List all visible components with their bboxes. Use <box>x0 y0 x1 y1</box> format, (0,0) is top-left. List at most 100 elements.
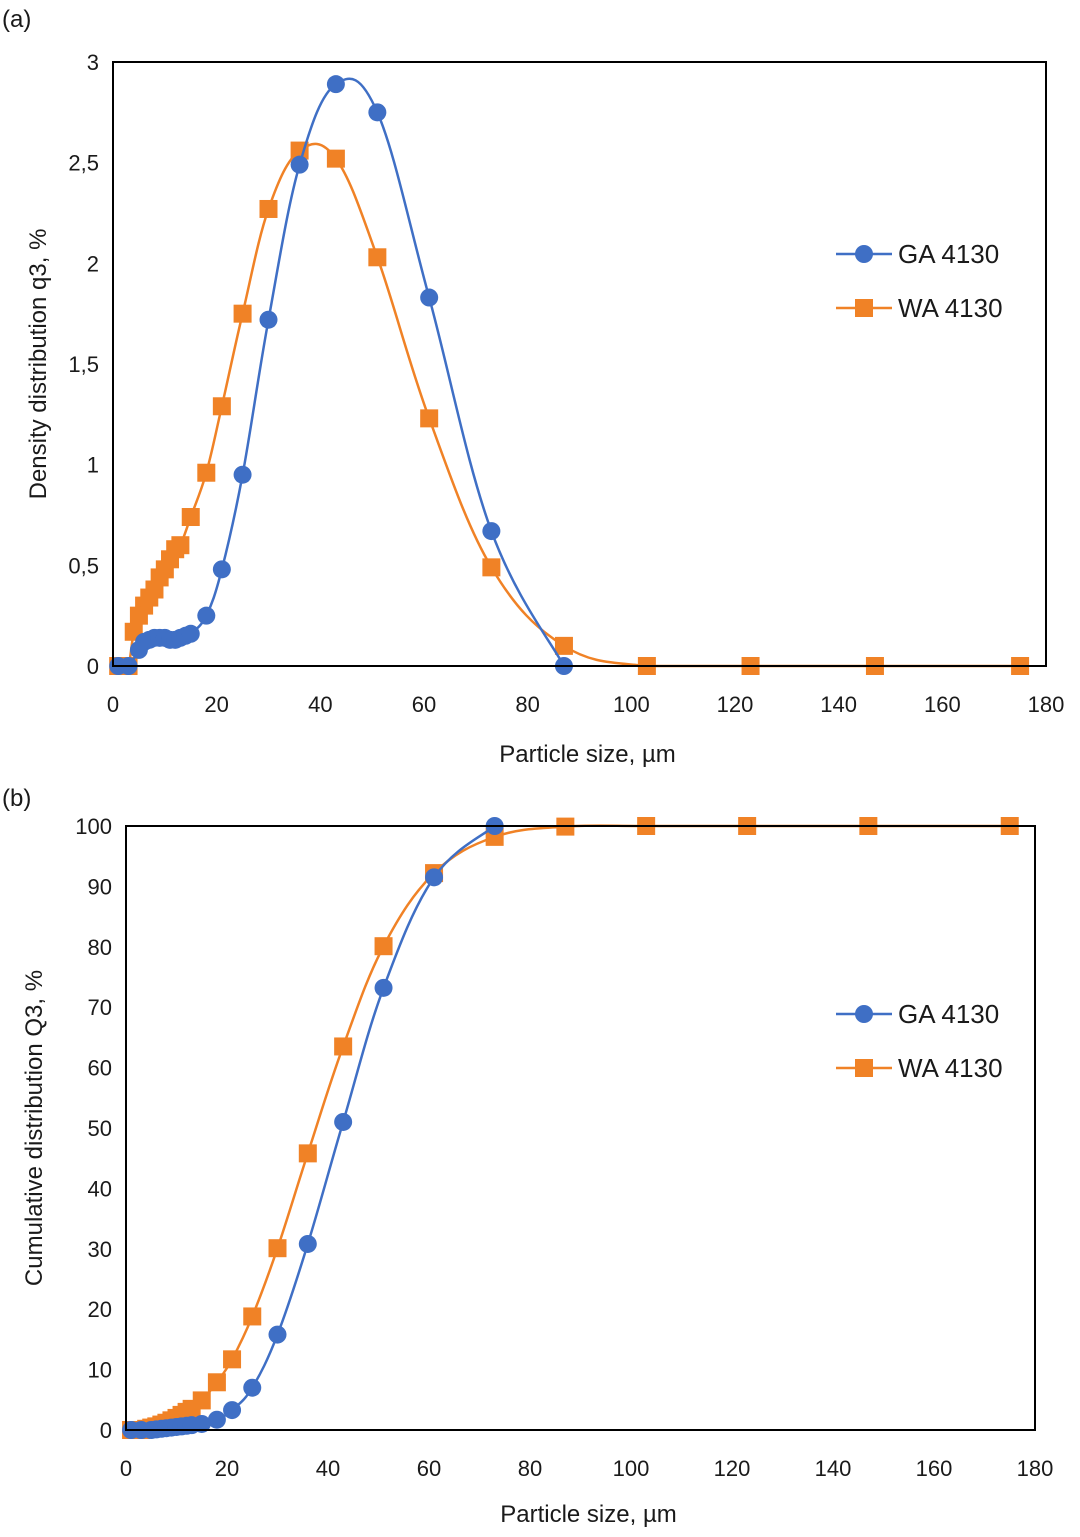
y-tick-label: 0 <box>87 654 99 679</box>
x-tick-label: 80 <box>518 1456 542 1481</box>
ga-data-point <box>374 978 393 997</box>
x-tick-label: 140 <box>820 692 857 717</box>
ga-data-point <box>298 1234 317 1253</box>
wa-data-point <box>171 536 190 555</box>
wa-data-point <box>181 508 200 527</box>
legend-ga-marker <box>855 245 873 263</box>
legend-wa-marker <box>855 299 873 317</box>
panel-b-y-axis-label: Cumulative distribution Q3, % <box>21 970 48 1286</box>
wa-data-point <box>374 937 393 956</box>
panel-b-cumulative-chart: (b) Particle size, µm Cumulative distrib… <box>2 785 1053 1528</box>
legend-wa-label: WA 4130 <box>898 1053 1003 1083</box>
y-tick-label: 80 <box>88 935 112 960</box>
wa-data-point <box>554 636 573 655</box>
y-tick-label: 1,5 <box>68 352 99 377</box>
wa-data-point <box>420 409 439 428</box>
ga-data-point <box>290 155 309 174</box>
wa-data-point <box>243 1307 262 1326</box>
wa-data-point <box>233 304 252 323</box>
wa-series-line <box>131 824 1010 1432</box>
wa-data-point <box>298 1144 317 1163</box>
x-tick-label: 160 <box>916 1456 953 1481</box>
wa-data-point <box>334 1037 353 1056</box>
x-tick-label: 120 <box>717 692 754 717</box>
panel-a-y-ticks: 0 0,5 1 1,5 2 2,5 3 <box>68 50 99 679</box>
wa-data-point <box>192 1391 211 1410</box>
panel-a-density-chart: (a) Particle size, µm Density distributi… <box>2 6 1064 768</box>
y-tick-label: 50 <box>88 1116 112 1141</box>
panel-b-label: (b) <box>2 785 31 812</box>
y-tick-label: 3 <box>87 50 99 75</box>
ga-data-point <box>420 288 439 307</box>
legend-ga-label: GA 4130 <box>898 239 999 269</box>
legend-ga-label: GA 4130 <box>898 999 999 1029</box>
y-tick-label: 0,5 <box>68 553 99 578</box>
ga-data-point <box>207 1410 226 1429</box>
wa-data-point <box>326 149 345 168</box>
ga-data-point <box>368 103 387 122</box>
wa-data-point <box>368 248 387 267</box>
y-tick-label: 40 <box>88 1176 112 1201</box>
y-tick-label: 30 <box>88 1237 112 1262</box>
ga-series-line <box>131 825 496 1432</box>
y-tick-label: 90 <box>88 874 112 899</box>
ga-data-point <box>243 1378 262 1397</box>
legend-wa-label: WA 4130 <box>898 293 1003 323</box>
y-tick-label: 20 <box>88 1297 112 1322</box>
y-tick-label: 100 <box>75 814 112 839</box>
ga-data-point <box>334 1112 353 1131</box>
ga-data-point <box>259 310 278 329</box>
wa-data-point <box>212 397 231 416</box>
panel-b-plot-frame <box>125 825 1036 1431</box>
panel-b-y-ticks: 0 10 20 30 40 50 60 70 80 90 100 <box>75 814 112 1443</box>
wa-data-point <box>223 1350 242 1369</box>
x-tick-label: 180 <box>1017 1456 1054 1481</box>
panel-b-x-axis-label: Particle size, µm <box>500 1501 677 1528</box>
x-tick-label: 40 <box>308 692 332 717</box>
panel-a-legend: GA 4130 WA 4130 <box>836 239 1003 323</box>
x-tick-label: 140 <box>815 1456 852 1481</box>
x-tick-label: 160 <box>924 692 961 717</box>
y-tick-label: 60 <box>88 1056 112 1081</box>
ga-data-point <box>223 1401 242 1420</box>
x-tick-label: 40 <box>316 1456 340 1481</box>
x-tick-label: 0 <box>120 1456 132 1481</box>
x-tick-label: 100 <box>613 1456 650 1481</box>
ga-data-point <box>192 1414 211 1433</box>
x-tick-label: 0 <box>107 692 119 717</box>
x-tick-label: 180 <box>1028 692 1065 717</box>
x-tick-label: 60 <box>417 1456 441 1481</box>
wa-data-point <box>268 1239 287 1258</box>
panel-a-x-axis-label: Particle size, µm <box>499 741 676 768</box>
wa-data-point <box>259 199 278 218</box>
panel-a-series <box>109 75 1030 675</box>
ga-data-point <box>233 465 252 484</box>
y-tick-label: 1 <box>87 453 99 478</box>
y-tick-label: 70 <box>88 995 112 1020</box>
x-tick-label: 60 <box>412 692 436 717</box>
panel-b-x-ticks: 0 20 40 60 80 100 120 140 160 180 <box>120 1456 1053 1481</box>
ga-data-point <box>326 75 345 94</box>
wa-data-point <box>482 558 501 577</box>
wa-data-point <box>197 463 216 482</box>
ga-data-point <box>212 560 231 579</box>
panel-a-y-axis-label: Density distribution q3, % <box>25 229 52 500</box>
panel-a-label: (a) <box>2 6 31 33</box>
ga-data-point <box>197 606 216 625</box>
ga-data-point <box>482 522 501 541</box>
legend-wa-marker <box>855 1059 873 1077</box>
x-tick-label: 20 <box>215 1456 239 1481</box>
ga-data-point <box>181 624 200 643</box>
panel-a-plot-frame <box>112 61 1047 667</box>
legend-ga-marker <box>855 1005 873 1023</box>
x-tick-label: 120 <box>714 1456 751 1481</box>
panel-b-series <box>122 817 1019 1439</box>
y-tick-label: 2,5 <box>68 151 99 176</box>
ga-data-point <box>268 1325 287 1344</box>
y-tick-label: 2 <box>87 251 99 276</box>
x-tick-label: 100 <box>613 692 650 717</box>
ga-data-point <box>425 868 444 887</box>
wa-data-point <box>207 1373 226 1392</box>
x-tick-label: 80 <box>515 692 539 717</box>
